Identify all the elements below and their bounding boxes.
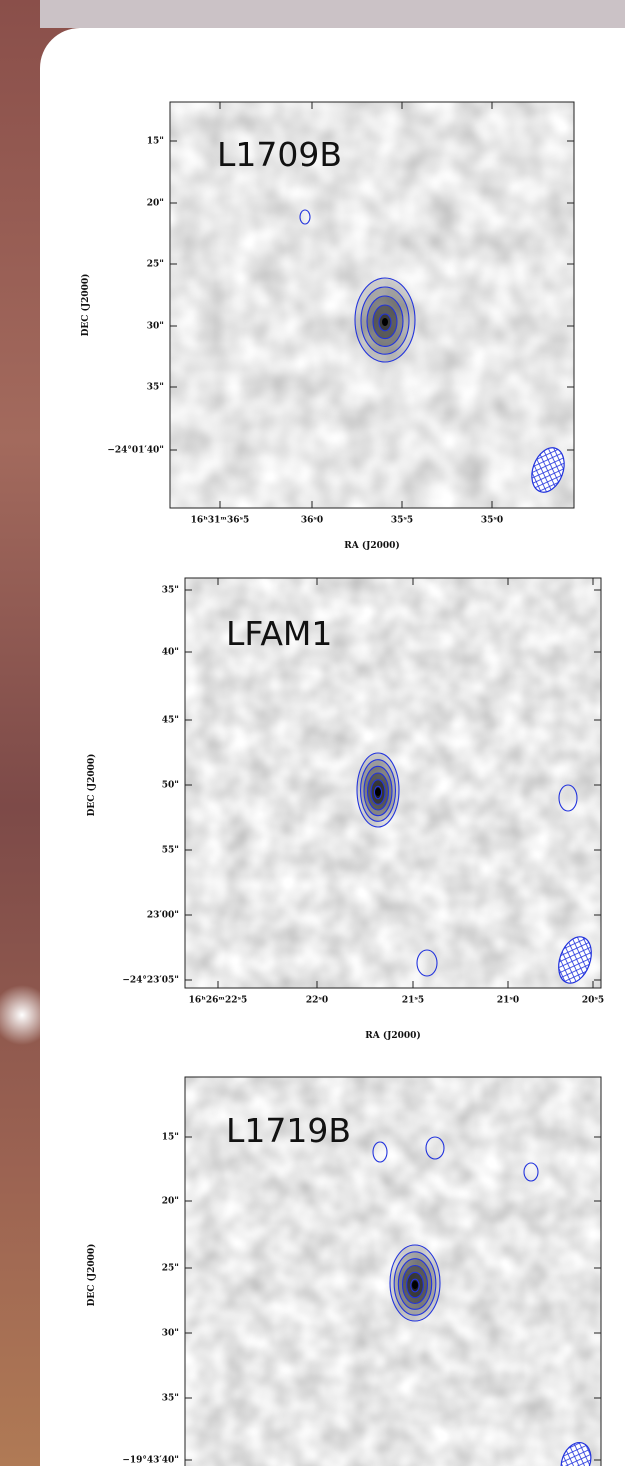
y-tick-label: 30" bbox=[162, 1329, 179, 1339]
peak bbox=[382, 318, 388, 326]
x-axis-title: RA (J2000) bbox=[365, 1030, 420, 1041]
y-tick-label: 50" bbox=[162, 781, 179, 791]
y-tick-label: 45" bbox=[162, 716, 179, 726]
y-tick-label: 30" bbox=[147, 322, 164, 332]
x-tick-label: 16ʰ26ᵐ22ˢ5 bbox=[189, 996, 248, 1006]
panel-label: L1709B bbox=[217, 135, 342, 174]
map bbox=[185, 578, 601, 988]
contour bbox=[372, 1141, 388, 1163]
peak bbox=[412, 1281, 418, 1289]
y-tick-label: −24°01′40" bbox=[107, 446, 164, 456]
beam bbox=[558, 936, 592, 984]
y-tick-label: 40" bbox=[162, 648, 179, 658]
y-axis-title: DEC (J2000) bbox=[86, 754, 97, 817]
y-tick-label: 20" bbox=[147, 199, 164, 209]
map-image bbox=[185, 578, 601, 988]
y-tick-label: 25" bbox=[162, 1264, 179, 1274]
y-tick-label: 20" bbox=[162, 1197, 179, 1207]
beam bbox=[560, 1442, 592, 1466]
y-tick-label: 35" bbox=[162, 586, 179, 596]
x-tick-label: 21ˢ5 bbox=[402, 996, 424, 1006]
x-axis-title: RA (J2000) bbox=[344, 540, 399, 551]
contour bbox=[558, 784, 578, 812]
map-frame bbox=[169, 101, 575, 509]
panel-label: LFAM1 bbox=[226, 614, 332, 653]
x-tick-label: 35ˢ0 bbox=[481, 516, 503, 526]
contour bbox=[416, 949, 438, 977]
x-tick-label: 20ˢ5 bbox=[582, 996, 604, 1006]
contour bbox=[523, 1162, 539, 1182]
y-axis-title: DEC (J2000) bbox=[80, 274, 91, 337]
beam bbox=[531, 447, 565, 493]
map-image bbox=[170, 102, 574, 508]
contour bbox=[299, 209, 311, 225]
map-frame bbox=[184, 1076, 602, 1466]
y-tick-label: 15" bbox=[147, 137, 164, 147]
map bbox=[170, 102, 574, 508]
x-tick-label: 16ʰ31ᵐ36ˢ5 bbox=[191, 516, 250, 526]
map-image bbox=[185, 1077, 601, 1466]
map-frame bbox=[184, 577, 602, 989]
top-band bbox=[40, 0, 625, 28]
map bbox=[185, 1077, 601, 1466]
y-tick-label: 55" bbox=[162, 846, 179, 856]
star-glow bbox=[0, 985, 52, 1045]
y-tick-label: 23′00" bbox=[147, 911, 179, 921]
contour bbox=[425, 1136, 445, 1160]
y-tick-label: −19°43′40" bbox=[122, 1456, 179, 1466]
peak bbox=[375, 788, 381, 796]
y-tick-label: −24°23′05" bbox=[122, 976, 179, 986]
y-tick-label: 35" bbox=[162, 1394, 179, 1404]
x-tick-label: 22ˢ0 bbox=[306, 996, 328, 1006]
y-tick-label: 25" bbox=[147, 260, 164, 270]
x-tick-label: 35ˢ5 bbox=[391, 516, 413, 526]
y-axis-title: DEC (J2000) bbox=[86, 1244, 97, 1307]
y-tick-label: 35" bbox=[147, 383, 164, 393]
panel-label: L1719B bbox=[226, 1111, 351, 1150]
x-tick-label: 21ˢ0 bbox=[497, 996, 519, 1006]
y-tick-label: 15" bbox=[162, 1133, 179, 1143]
x-tick-label: 36ˢ0 bbox=[301, 516, 323, 526]
